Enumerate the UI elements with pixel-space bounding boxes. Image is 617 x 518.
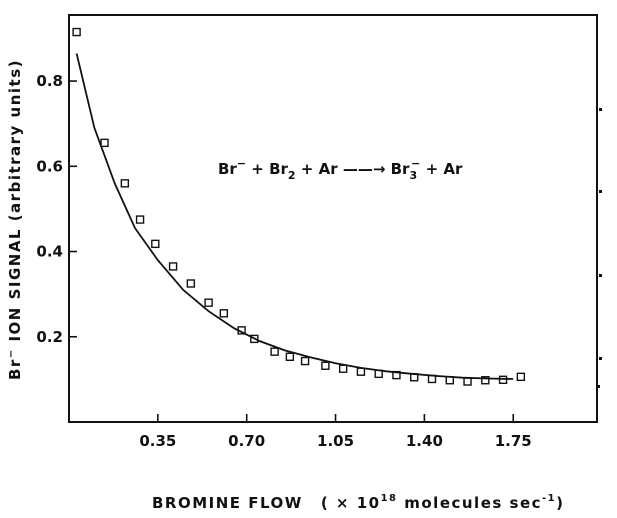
y-tick-label: 0.8 [36, 72, 63, 90]
data-markers [72, 27, 526, 386]
data-point [219, 309, 229, 318]
scan-mark [597, 385, 600, 388]
x-tick-label: 0.70 [228, 432, 265, 450]
data-point [100, 138, 109, 148]
data-point [186, 279, 196, 288]
axis-ticks [69, 80, 515, 422]
data-point [204, 298, 213, 307]
data-point [356, 367, 366, 376]
scan-mark [599, 357, 602, 360]
y-axis-title: Br− ION SIGNAL (arbitrary units) [6, 59, 24, 380]
data-point [463, 377, 472, 386]
data-point [168, 262, 178, 271]
x-tick-label: 1.75 [495, 432, 532, 450]
data-point [270, 347, 279, 356]
x-tick-label: 0.35 [139, 432, 176, 450]
x-tick-label: 1.40 [406, 432, 443, 450]
plot-frame [68, 14, 598, 423]
data-point [498, 375, 508, 385]
data-point [135, 215, 145, 224]
data-point [516, 372, 526, 382]
data-point [481, 376, 490, 385]
x-axis-title: BROMINE FLOW( × 1018 molecules sec-1) [152, 493, 565, 512]
data-point [72, 27, 81, 37]
data-point [250, 334, 259, 344]
x-tick-label: 1.05 [317, 432, 354, 450]
tick-labels: 0.35 0.70 1.05 1.40 1.75 0.2 0.4 0.6 0.8 [36, 72, 531, 450]
data-point [321, 361, 330, 370]
data-point [285, 352, 295, 361]
scan-mark [599, 108, 602, 111]
y-tick-label: 0.2 [36, 328, 63, 346]
scan-mark [599, 274, 602, 277]
data-point [151, 239, 160, 249]
data-point [120, 179, 130, 188]
fit-curve [75, 53, 514, 380]
y-tick-label: 0.6 [36, 157, 63, 175]
data-point [300, 356, 310, 366]
y-tick-label: 0.4 [36, 243, 63, 261]
data-point [338, 364, 348, 373]
reaction-annotation: Br− + Br2 + Ar ——→ Br3− + Ar [218, 157, 463, 182]
scan-mark [599, 190, 602, 193]
